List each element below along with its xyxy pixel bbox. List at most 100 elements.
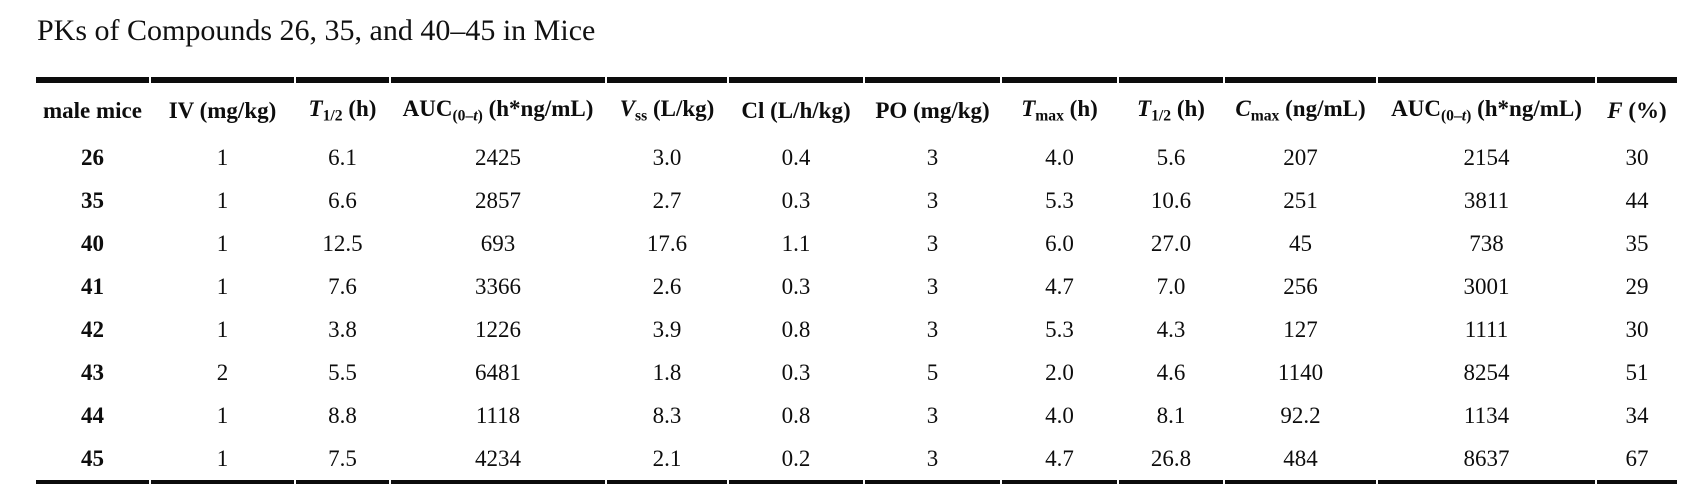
cell-po-dose: 3 [926, 402, 939, 428]
column-header-c-max: Cmax (ng/mL) [1225, 77, 1376, 136]
cell-po-t-half: 5.6 [1156, 144, 1186, 170]
cell-male-mice: 26 [81, 144, 104, 170]
column-header-iv-dose: IV (mg/kg) [151, 77, 294, 136]
cell-f-percent: 51 [1625, 359, 1649, 385]
table-row-compound-40: 40 1 12.5 693 17.6 1.1 3 6.0 27.0 45 738 35 [36, 222, 1677, 265]
header-text-segment: (0– [1440, 107, 1462, 125]
cell-male-mice: 45 [36, 437, 149, 484]
header-text-segment: ss [635, 107, 648, 125]
table-row-compound-44: 44 1 8.8 1118 8.3 0.8 3 4.0 8.1 92.2 1134 34 [36, 394, 1677, 437]
cell-t-max: 5.3 [1045, 187, 1074, 213]
cell-c-max: 92.2 [1280, 402, 1321, 428]
header-text-segment: T [1021, 96, 1036, 121]
column-header-po-dose: PO (mg/kg) [865, 77, 1000, 136]
header-text-segment: C [1235, 96, 1251, 121]
cell-vss: 2.7 [652, 187, 682, 213]
header-text-segment: F [1607, 97, 1623, 123]
cell-f-percent: 67 [1597, 437, 1677, 484]
cell-po-auc: 1134 [1463, 402, 1510, 428]
header-text-segment: (L/kg) [647, 96, 715, 121]
cell-vss: 8.3 [652, 402, 682, 428]
header-text-segment: T [1137, 96, 1152, 121]
header-text-segment: max [1250, 107, 1280, 125]
cell-po-t-half: 7.0 [1156, 273, 1186, 299]
cell-c-max: 45 [1289, 230, 1312, 256]
table-row-compound-35: 35 1 6.6 2857 2.7 0.3 3 5.3 10.6 251 3811 44 [36, 179, 1677, 222]
cell-iv-auc: 693 [480, 230, 516, 256]
cell-po-dose: 3 [926, 230, 939, 256]
column-header-vss: Vss (L/kg) [607, 77, 727, 136]
table-header-row: male mice IV (mg/kg) T1/2 (h) AUC(0–t) (h*n… [36, 77, 1677, 136]
cell-f-percent: 30 [1625, 316, 1649, 342]
cell-t-max: 4.0 [1045, 402, 1074, 428]
cell-t-max: 4.7 [1045, 273, 1074, 299]
cell-cl: 0.4 [781, 144, 811, 170]
cell-po-dose: 3 [865, 437, 1000, 484]
cell-iv-dose: 1 [216, 273, 229, 299]
cell-po-t-half: 27.0 [1150, 230, 1192, 256]
cell-iv-t-half: 3.8 [328, 316, 357, 342]
cell-vss: 3.0 [652, 144, 682, 170]
header-text-segment: AUC [402, 96, 453, 121]
cell-iv-dose: 1 [216, 230, 229, 256]
cell-po-t-half: 26.8 [1119, 437, 1223, 484]
cell-po-dose: 3 [926, 273, 939, 299]
cell-t-max: 6.0 [1045, 230, 1074, 256]
cell-iv-dose: 1 [151, 437, 294, 484]
cell-c-max: 207 [1283, 144, 1318, 170]
table-row-compound-43: 43 2 5.5 6481 1.8 0.3 5 2.0 4.6 1140 8254 51 [36, 351, 1677, 394]
header-text-segment: (0– [452, 107, 474, 125]
cell-t-max: 4.0 [1045, 144, 1074, 170]
cell-po-t-half: 4.6 [1156, 359, 1186, 385]
cell-po-dose: 3 [926, 144, 939, 170]
cell-iv-auc: 3366 [475, 273, 521, 299]
cell-t-max: 2.0 [1045, 359, 1074, 385]
cell-cl: 0.3 [781, 187, 811, 213]
cell-t-max: 5.3 [1045, 316, 1074, 342]
cell-cl: 0.8 [781, 402, 811, 428]
cell-cl: 0.3 [781, 273, 811, 299]
cell-male-mice: 41 [81, 273, 104, 299]
cell-iv-dose: 2 [216, 359, 229, 385]
table-title: PKs of Compounds 26, 35, and 40–45 in Mi… [37, 14, 596, 47]
cell-iv-dose: 1 [216, 402, 229, 428]
cell-f-percent: 29 [1625, 273, 1649, 299]
cell-po-auc: 3811 [1463, 187, 1510, 213]
cell-cl: 0.3 [781, 359, 811, 385]
column-header-iv-t-half: T1/2 (h) [296, 77, 389, 136]
table-row-compound-26: 26 1 6.1 2425 3.0 0.4 3 4.0 5.6 207 2154 30 [36, 136, 1677, 179]
cell-po-auc: 8254 [1463, 359, 1510, 385]
cell-c-max: 127 [1283, 316, 1318, 342]
cell-iv-t-half: 6.1 [328, 144, 357, 170]
cell-iv-auc: 4234 [391, 437, 605, 484]
cell-c-max: 484 [1225, 437, 1376, 484]
header-text-segment: V [619, 96, 636, 121]
cell-vss: 3.9 [652, 316, 682, 342]
cell-iv-auc: 6481 [475, 359, 521, 385]
cell-iv-t-half: 7.6 [328, 273, 357, 299]
cell-iv-t-half: 7.5 [296, 437, 389, 484]
header-text-segment: (h*ng/mL) [482, 96, 594, 121]
header-text-segment: (h) [342, 96, 377, 121]
column-header-po-auc: AUC(0–t) (h*ng/mL) [1378, 77, 1595, 136]
cell-iv-auc: 2857 [475, 187, 521, 213]
cell-iv-dose: 1 [216, 316, 229, 342]
cell-vss: 1.8 [652, 359, 682, 385]
header-text-segment: (%) [1622, 97, 1667, 123]
header-text-segment: IV (mg/kg) [168, 97, 277, 123]
cell-male-mice: 43 [81, 359, 104, 385]
header-text-segment: male mice [43, 97, 142, 123]
cell-c-max: 1140 [1277, 359, 1324, 385]
header-text-segment: max [1035, 107, 1064, 125]
cell-iv-dose: 1 [216, 144, 229, 170]
cell-male-mice: 42 [81, 316, 104, 342]
header-text-segment: T [308, 96, 323, 121]
table-row-compound-42: 42 1 3.8 1226 3.9 0.8 3 5.3 4.3 127 1111 30 [36, 308, 1677, 351]
header-text-segment: PO (mg/kg) [875, 97, 990, 123]
header-text-segment: (h) [1063, 96, 1098, 121]
header-text-segment: ) [1466, 107, 1472, 125]
header-text-segment: 1/2 [1151, 107, 1172, 125]
cell-po-t-half: 4.3 [1156, 316, 1186, 342]
table-row-compound-45: 45 1 7.5 4234 2.1 0.2 3 4.7 26.8 484 8637 67 [36, 437, 1677, 484]
